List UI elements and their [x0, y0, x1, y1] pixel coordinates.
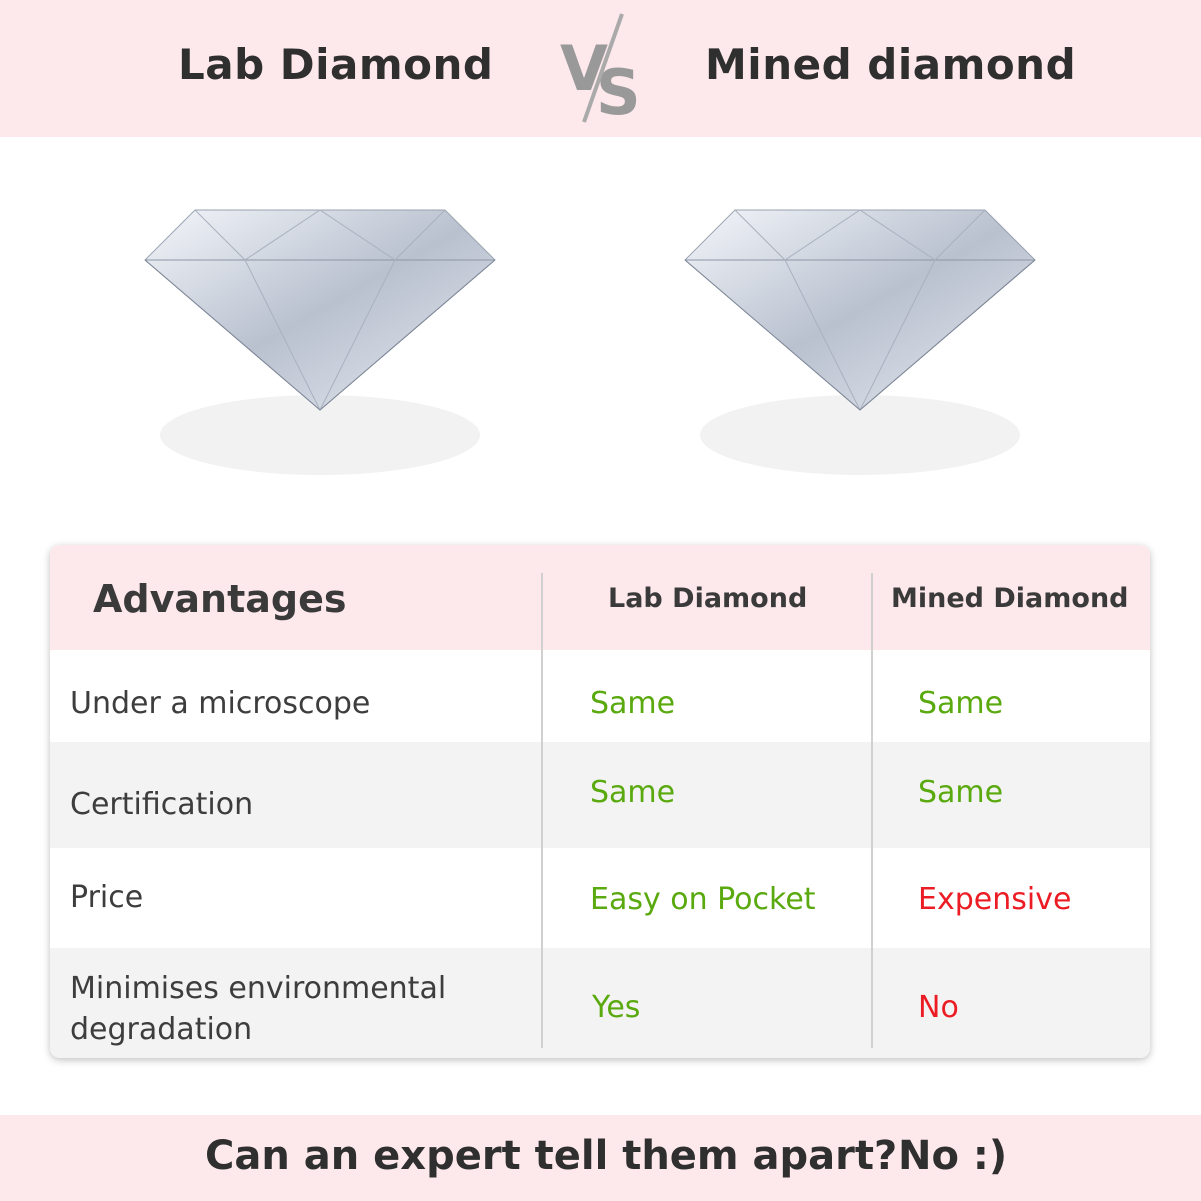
mined-diamond-image — [684, 209, 1036, 475]
row-label: Price — [70, 880, 144, 915]
header-banner: Lab Diamond V S Mined diamond — [0, 0, 1201, 137]
header-mined-diamond: Mined Diamond — [891, 583, 1129, 614]
mined-diamond-title: Mined diamond — [705, 40, 1077, 89]
lab-value: Same — [590, 686, 676, 721]
row-label: Certification — [70, 787, 254, 822]
header-advantages: Advantages — [93, 577, 347, 621]
footer-banner: Can an expert tell them apart? No :) — [0, 1115, 1201, 1201]
vs-logo: V S — [560, 13, 641, 128]
table-row: Minimises environmental degradation Yes … — [50, 948, 1150, 1058]
table-row: Certification Same Same — [50, 742, 1150, 848]
lab-value: Same — [590, 775, 676, 810]
footer-answer: No :) — [898, 1133, 1008, 1179]
column-divider — [871, 573, 873, 1048]
mined-value: No — [918, 990, 959, 1025]
column-divider — [541, 573, 543, 1048]
mined-value: Expensive — [918, 882, 1072, 917]
mined-value: Same — [918, 686, 1004, 721]
header-lab-diamond: Lab Diamond — [608, 583, 808, 614]
table-header: Advantages Lab Diamond Mined Diamond — [50, 545, 1150, 650]
svg-text:V: V — [560, 32, 608, 105]
row-label: Minimises environmental degradation — [70, 971, 447, 1047]
lab-value: Yes — [592, 990, 641, 1025]
lab-value: Easy on Pocket — [590, 882, 816, 917]
comparison-table: Advantages Lab Diamond Mined Diamond Und… — [50, 545, 1150, 1058]
table-row: Under a microscope Same Same — [50, 650, 1150, 742]
row-label: Under a microscope — [70, 686, 371, 721]
mined-value: Same — [918, 775, 1004, 810]
footer-question: Can an expert tell them apart? — [205, 1133, 898, 1179]
lab-diamond-image — [144, 209, 496, 475]
table-row: Price Easy on Pocket Expensive — [50, 848, 1150, 948]
lab-diamond-title: Lab Diamond — [178, 40, 494, 89]
